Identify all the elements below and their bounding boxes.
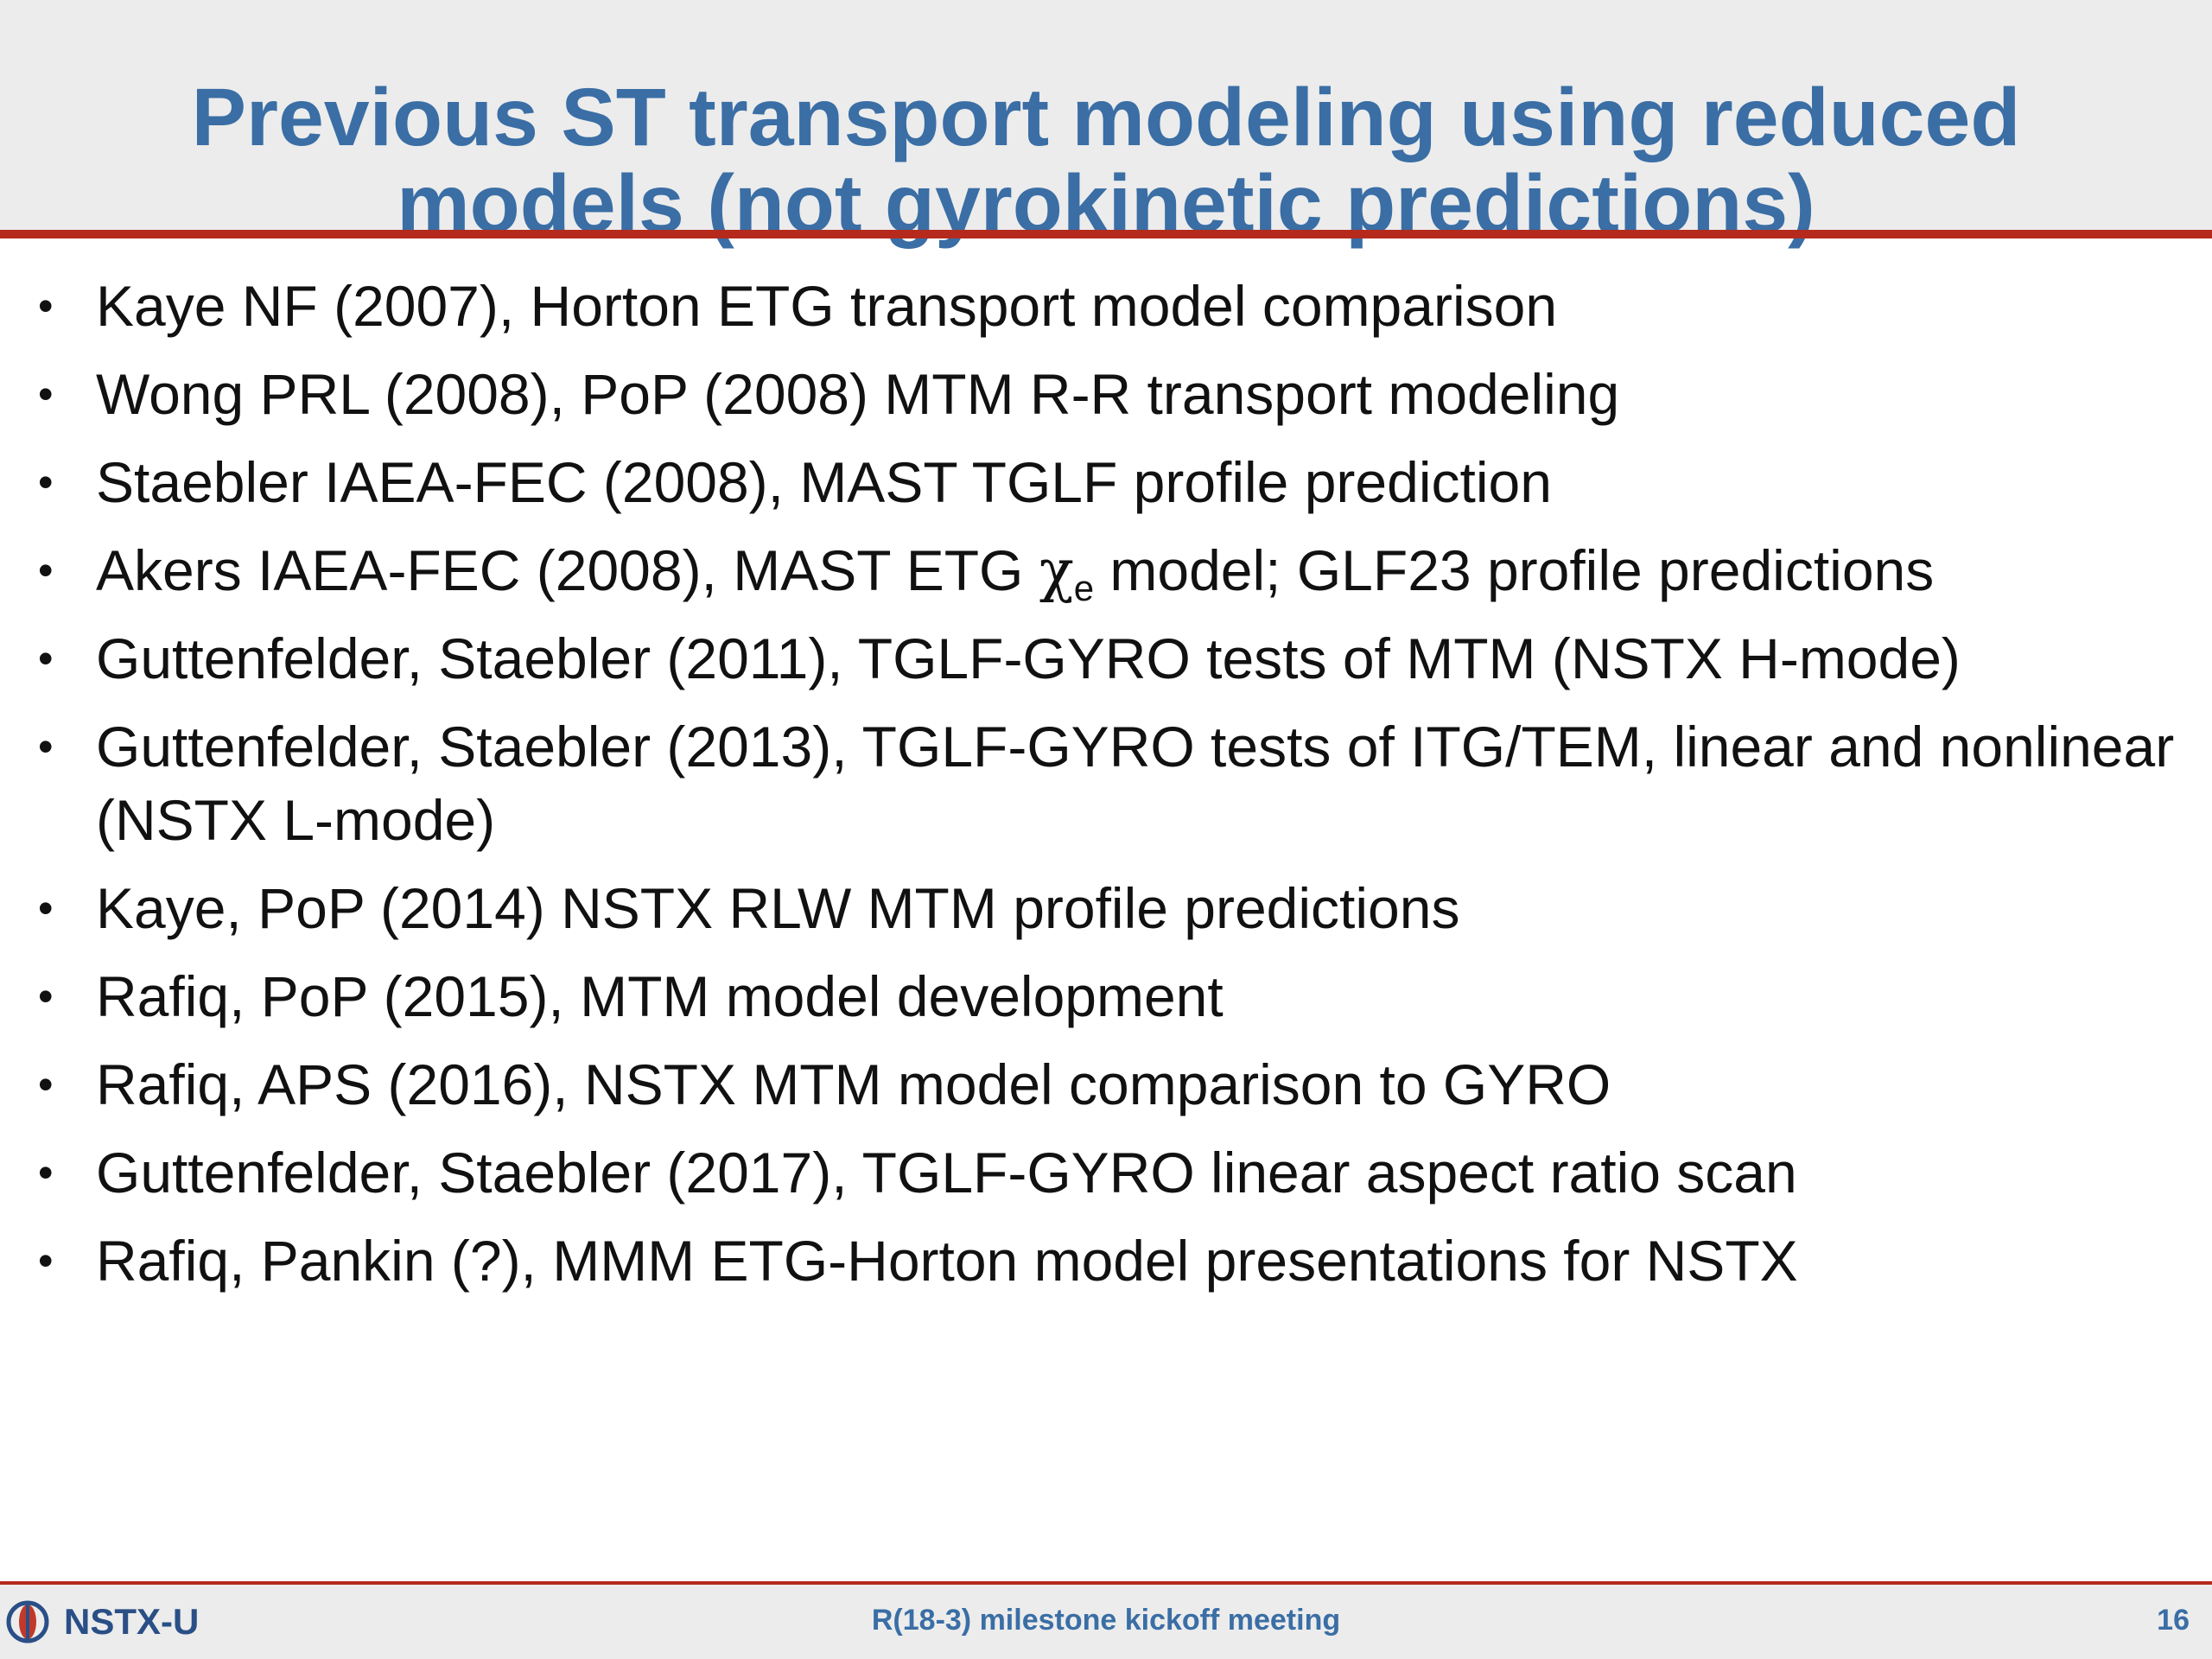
title-divider — [0, 230, 2212, 238]
bullet-dot: • — [38, 972, 54, 1020]
logo-text: NSTX-U — [64, 1601, 200, 1642]
bullet-dot: • — [38, 884, 54, 932]
footer-divider — [0, 1581, 2212, 1586]
page-number: 16 — [2157, 1604, 2190, 1637]
slide-title: Previous ST transport modeling using red… — [0, 74, 2212, 247]
bullet-dot: • — [38, 458, 54, 506]
bullet-dot: • — [38, 1148, 54, 1197]
bullet-text: Staebler IAEA-FEC (2008), MAST TGLF prof… — [96, 450, 1552, 514]
bullet-item: • Rafiq, Pankin (?), MMM ETG-Horton mode… — [0, 1224, 2212, 1298]
bullet-dot: • — [38, 370, 54, 418]
bullet-text: Kaye, PoP (2014) NSTX RLW MTM profile pr… — [96, 876, 1460, 940]
bullet-dot: • — [38, 722, 54, 771]
bullet-item: • Rafiq, PoP (2015), MTM model developme… — [0, 960, 2212, 1033]
bullet-item: • Wong PRL (2008), PoP (2008) MTM R-R tr… — [0, 358, 2212, 431]
title-band: Previous ST transport modeling using red… — [0, 0, 2212, 247]
bullet-text-pre: Akers IAEA-FEC (2008), MAST ETG — [96, 538, 1039, 602]
bullet-text-post: model; GLF23 profile predictions — [1094, 538, 1935, 602]
bullet-dot: • — [38, 1060, 54, 1109]
bullet-text: Guttenfelder, Staebler (2017), TGLF-GYRO… — [96, 1141, 1797, 1205]
nstx-u-logo-icon — [6, 1600, 49, 1643]
bullet-item: • Guttenfelder, Staebler (2013), TGLF-GY… — [0, 710, 2212, 857]
bullet-list: • Kaye NF (2007), Horton ETG transport m… — [0, 270, 2212, 1313]
chi-subscript: e — [1073, 568, 1095, 608]
chi-symbol: χ — [1039, 537, 1074, 604]
bullet-item: • Guttenfelder, Staebler (2011), TGLF-GY… — [0, 622, 2212, 696]
bullet-text: Kaye NF (2007), Horton ETG transport mod… — [96, 274, 1558, 338]
footer-band — [0, 1585, 2212, 1659]
bullet-dot: • — [38, 1236, 54, 1285]
bullet-text: Wong PRL (2008), PoP (2008) MTM R-R tran… — [96, 362, 1620, 426]
bullet-item: • Guttenfelder, Staebler (2017), TGLF-GY… — [0, 1136, 2212, 1210]
bullet-item: • Kaye NF (2007), Horton ETG transport m… — [0, 270, 2212, 343]
bullet-text: Rafiq, PoP (2015), MTM model development — [96, 964, 1224, 1028]
bullet-dot: • — [38, 634, 54, 683]
bullet-item: • Kaye, PoP (2014) NSTX RLW MTM profile … — [0, 872, 2212, 945]
bullet-item: • Akers IAEA-FEC (2008), MAST ETG χe mod… — [0, 534, 2212, 607]
bullet-text: Rafiq, Pankin (?), MMM ETG-Horton model … — [96, 1229, 1798, 1293]
nstx-u-logo: NSTX-U — [5, 1600, 199, 1643]
bullet-text: Guttenfelder, Staebler (2013), TGLF-GYRO… — [96, 715, 2175, 852]
bullet-dot: • — [38, 546, 54, 594]
footer-meeting-title: R(18-3) milestone kickoff meeting — [871, 1604, 1341, 1637]
bullet-text: Guttenfelder, Staebler (2011), TGLF-GYRO… — [96, 626, 1961, 690]
bullet-dot: • — [38, 282, 54, 330]
bullet-item: • Staebler IAEA-FEC (2008), MAST TGLF pr… — [0, 446, 2212, 519]
bullet-text: Rafiq, APS (2016), NSTX MTM model compar… — [96, 1052, 1611, 1116]
bullet-item: • Rafiq, APS (2016), NSTX MTM model comp… — [0, 1048, 2212, 1122]
slide-title-line-1: Previous ST transport modeling using red… — [191, 71, 2021, 163]
